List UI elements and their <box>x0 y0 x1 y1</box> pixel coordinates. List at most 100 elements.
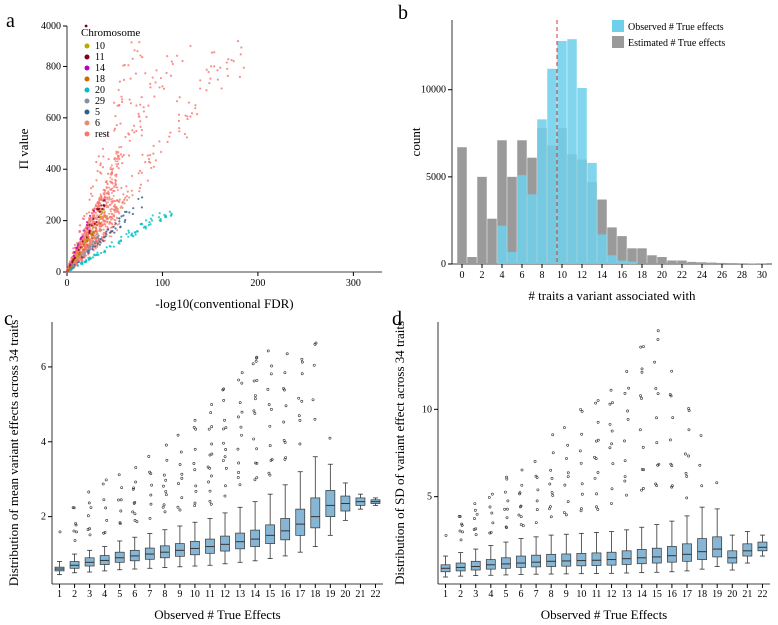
svg-text:12: 12 <box>607 589 617 600</box>
svg-text:6: 6 <box>41 362 46 373</box>
svg-text:3: 3 <box>473 589 478 600</box>
svg-text:# traits a variant associated: # traits a variant associated with <box>528 288 696 303</box>
svg-text:14: 14 <box>250 589 260 600</box>
svg-text:7: 7 <box>147 589 152 600</box>
svg-text:18: 18 <box>637 270 647 281</box>
svg-text:10: 10 <box>190 589 200 600</box>
svg-text:rest: rest <box>95 129 110 140</box>
svg-text:400: 400 <box>46 164 61 175</box>
panel-b-label: b <box>398 2 408 25</box>
svg-text:11: 11 <box>205 589 215 600</box>
panel-b-histogram: 0500010000024681012141618202224262830# t… <box>408 6 778 306</box>
svg-text:4: 4 <box>488 589 493 600</box>
svg-text:6: 6 <box>520 270 525 281</box>
svg-text:26: 26 <box>717 270 727 281</box>
svg-text:7: 7 <box>534 589 539 600</box>
svg-text:4: 4 <box>102 589 107 600</box>
svg-text:Observed # True Effects: Observed # True Effects <box>154 607 281 622</box>
svg-text:19: 19 <box>712 589 722 600</box>
svg-text:4000: 4000 <box>41 21 61 32</box>
panel-d-boxplot: 51012345678910111213141516171819202122Ob… <box>392 312 778 624</box>
svg-text:16: 16 <box>617 270 627 281</box>
svg-text:9: 9 <box>564 589 569 600</box>
svg-text:11: 11 <box>95 52 105 63</box>
svg-text:Distribution of SD of variant: Distribution of SD of variant effect acr… <box>392 321 407 585</box>
svg-text:5: 5 <box>427 492 432 503</box>
svg-text:29: 29 <box>95 96 105 107</box>
svg-text:14: 14 <box>637 589 647 600</box>
svg-text:Observed # True Effects: Observed # True Effects <box>541 607 668 622</box>
svg-text:5000: 5000 <box>426 172 446 183</box>
panel-c-boxplot: 24612345678910111213141516171819202122Ob… <box>6 312 391 624</box>
svg-text:18: 18 <box>697 589 707 600</box>
svg-text:14: 14 <box>597 270 607 281</box>
svg-text:2: 2 <box>72 589 77 600</box>
svg-text:18: 18 <box>95 74 105 85</box>
svg-text:200: 200 <box>46 216 61 227</box>
svg-text:-log10(conventional FDR): -log10(conventional FDR) <box>155 296 293 311</box>
svg-text:18: 18 <box>310 589 320 600</box>
svg-text:30: 30 <box>757 270 767 281</box>
svg-text:17: 17 <box>295 589 305 600</box>
svg-text:20: 20 <box>340 589 350 600</box>
svg-text:4: 4 <box>41 437 46 448</box>
svg-text:22: 22 <box>677 270 687 281</box>
svg-text:20: 20 <box>95 85 105 96</box>
svg-text:20: 20 <box>657 270 667 281</box>
svg-text:10: 10 <box>422 404 432 415</box>
svg-text:1: 1 <box>443 589 448 600</box>
svg-text:10: 10 <box>576 589 586 600</box>
svg-text:Distribution of mean variant e: Distribution of mean variant effects acr… <box>6 320 21 587</box>
svg-text:22: 22 <box>370 589 380 600</box>
svg-text:8: 8 <box>549 589 554 600</box>
svg-text:600: 600 <box>46 113 61 124</box>
svg-text:5: 5 <box>117 589 122 600</box>
svg-text:10: 10 <box>557 270 567 281</box>
svg-text:4: 4 <box>500 270 505 281</box>
svg-text:14: 14 <box>95 63 105 74</box>
svg-text:16: 16 <box>667 589 677 600</box>
panel-a-scatter: 010020030002004006008004000-log10(conven… <box>12 14 392 314</box>
svg-text:200: 200 <box>250 278 265 289</box>
svg-text:24: 24 <box>697 270 707 281</box>
svg-text:15: 15 <box>265 589 275 600</box>
svg-text:12: 12 <box>220 589 230 600</box>
svg-text:22: 22 <box>757 589 767 600</box>
svg-text:6: 6 <box>519 589 524 600</box>
svg-text:5: 5 <box>503 589 508 600</box>
svg-text:11: 11 <box>592 589 602 600</box>
svg-text:6: 6 <box>132 589 137 600</box>
svg-text:Π value: Π value <box>16 128 31 169</box>
svg-text:10000: 10000 <box>421 85 446 96</box>
svg-text:2: 2 <box>41 512 46 523</box>
svg-text:Observed # True effects: Observed # True effects <box>628 22 724 33</box>
svg-text:13: 13 <box>235 589 245 600</box>
svg-text:12: 12 <box>577 270 587 281</box>
svg-text:300: 300 <box>346 278 361 289</box>
svg-text:0: 0 <box>56 267 61 278</box>
svg-text:8: 8 <box>162 589 167 600</box>
svg-text:Chromosome: Chromosome <box>81 27 140 39</box>
svg-text:17: 17 <box>682 589 692 600</box>
svg-text:2: 2 <box>458 589 463 600</box>
svg-text:19: 19 <box>325 589 335 600</box>
svg-text:0: 0 <box>460 270 465 281</box>
svg-text:8: 8 <box>540 270 545 281</box>
svg-text:3: 3 <box>87 589 92 600</box>
svg-text:100: 100 <box>155 278 170 289</box>
svg-text:9: 9 <box>177 589 182 600</box>
svg-text:15: 15 <box>652 589 662 600</box>
svg-text:16: 16 <box>280 589 290 600</box>
svg-text:1: 1 <box>57 589 62 600</box>
figure-root: a b c d 010020030002004006008004000-log1… <box>0 0 778 625</box>
svg-text:20: 20 <box>727 589 737 600</box>
svg-text:0: 0 <box>441 259 446 270</box>
svg-text:5: 5 <box>95 107 100 118</box>
svg-text:10: 10 <box>95 41 105 52</box>
svg-text:2: 2 <box>480 270 485 281</box>
svg-text:13: 13 <box>622 589 632 600</box>
svg-text:count: count <box>408 127 423 156</box>
svg-text:21: 21 <box>355 589 365 600</box>
svg-text:21: 21 <box>742 589 752 600</box>
svg-text:6: 6 <box>95 118 100 129</box>
